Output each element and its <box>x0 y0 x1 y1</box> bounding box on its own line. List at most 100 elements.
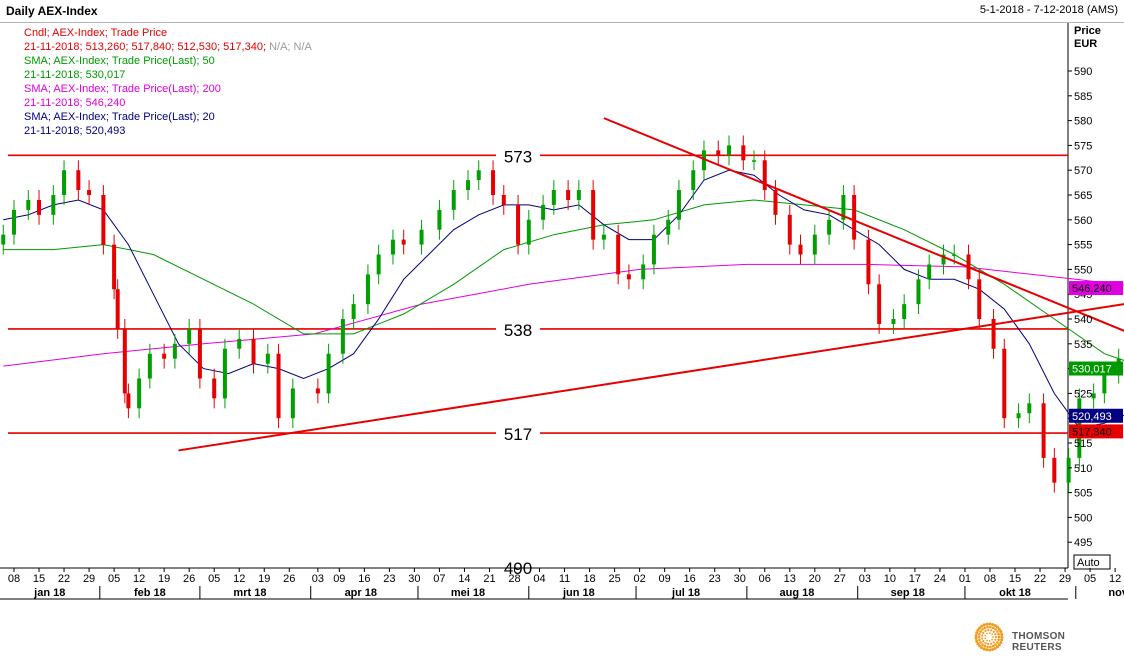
legend-line: 21-11-2018; 520,493 <box>24 125 125 137</box>
y-axis-title-price: Price <box>1074 25 1101 37</box>
legend-na: N/A; N/A <box>269 41 312 53</box>
candle-body <box>147 353 152 379</box>
sma-200-line <box>3 263 1124 367</box>
candle-body <box>76 170 81 191</box>
x-tick-label: 17 <box>909 573 921 585</box>
logo-dot <box>999 640 1003 645</box>
x-tick-label: 28 <box>508 573 520 585</box>
y-tick-label: 575 <box>1074 140 1092 152</box>
x-tick-label: 15 <box>1009 573 1021 585</box>
candle-body <box>866 239 871 285</box>
candle-body <box>891 319 896 324</box>
logo-dot <box>984 642 987 645</box>
x-tick-label: 03 <box>312 573 324 585</box>
legend-line: SMA; AEX-Index; Trade Price(Last); 50 <box>24 55 215 67</box>
logo-dot <box>994 638 997 641</box>
candle-body <box>827 219 832 235</box>
logo-dot <box>980 646 984 650</box>
date-range: 5-1-2018 - 7-12-2018 (AMS) <box>979 4 1118 16</box>
x-tick-label: 26 <box>183 573 195 585</box>
candle-body <box>762 160 767 191</box>
candle-body <box>641 264 646 280</box>
logo-dot <box>992 641 995 644</box>
logo-dot <box>993 646 997 651</box>
logo-dot <box>1000 638 1004 642</box>
y-tick-label: 510 <box>1074 463 1092 475</box>
candle-body <box>290 388 295 419</box>
candle-body <box>437 209 442 230</box>
x-tick-label: 08 <box>984 573 996 585</box>
candle-body <box>1052 457 1057 483</box>
x-tick-label: 23 <box>709 573 721 585</box>
candle-body <box>419 229 424 245</box>
sma-50-line <box>3 199 1124 361</box>
logo-dot <box>989 625 992 629</box>
value-tag <box>1069 408 1123 423</box>
logo-dot <box>997 635 1001 639</box>
y-tick-label: 500 <box>1074 512 1092 524</box>
candle-body <box>1002 348 1007 419</box>
logo-dot <box>991 633 993 636</box>
month-label: nov 18 <box>1108 587 1124 599</box>
y-tick-label: 590 <box>1074 66 1092 78</box>
candle-body <box>340 319 345 354</box>
logo-dot <box>981 628 984 631</box>
candle-body <box>365 274 370 305</box>
month-label: jul 18 <box>671 587 700 599</box>
month-label: sep 18 <box>891 587 925 599</box>
x-tick-label: 21 <box>483 573 495 585</box>
logo-dot <box>992 630 995 633</box>
logo-dot <box>994 628 997 631</box>
candle-body <box>727 145 731 156</box>
auto-scale-button <box>1073 554 1111 570</box>
x-tick-label: 07 <box>433 573 445 585</box>
y-tick-label: 515 <box>1074 438 1092 450</box>
thomson-reuters-logo: THOMSON REUTERS <box>974 622 1114 653</box>
candle-body <box>172 343 177 359</box>
y-tick-label: 560 <box>1074 215 1092 227</box>
month-label: feb 18 <box>134 587 166 599</box>
y-tick-label: 535 <box>1074 339 1092 351</box>
logo-dot <box>991 644 995 648</box>
price-chart[interactable]: 573 538 517 490 Cndl; AEX-Index; Trade Pric… <box>0 0 1124 620</box>
logo-dot <box>978 638 981 642</box>
candle-body <box>541 204 546 220</box>
x-tick-label: 16 <box>358 573 370 585</box>
y-axis-title-unit: EUR <box>1074 38 1097 50</box>
x-tick-label: 18 <box>583 573 595 585</box>
x-tick-label: 10 <box>884 573 896 585</box>
logo-dot <box>996 630 999 633</box>
x-tick-label: 06 <box>759 573 771 585</box>
y-tick-label: 565 <box>1074 190 1092 202</box>
x-tick-label: 29 <box>1059 573 1071 585</box>
candle-body <box>626 274 631 280</box>
candle-body <box>197 328 202 379</box>
x-tick-label: 20 <box>809 573 821 585</box>
y-tick-label: 540 <box>1074 314 1092 326</box>
candle-body <box>591 190 596 240</box>
candle-body <box>162 353 167 359</box>
logo-dot <box>988 648 992 652</box>
candle-body <box>1041 403 1046 458</box>
candle-body <box>927 264 932 280</box>
candle-body <box>87 190 92 195</box>
candle-body <box>51 195 56 215</box>
month-label: aug 18 <box>779 587 814 599</box>
candle-body <box>941 254 946 265</box>
x-tick-label: 25 <box>608 573 620 585</box>
logo-dot <box>994 635 998 639</box>
logo-dot <box>986 645 989 649</box>
candle-body <box>501 195 506 205</box>
logo-dot <box>976 642 980 646</box>
candle-body <box>326 353 331 394</box>
logo-dot <box>986 639 988 642</box>
logo-dot <box>984 634 987 637</box>
logo-dot <box>984 629 987 632</box>
legend-line: SMA; AEX-Index; Trade Price(Last); 20 <box>24 111 215 123</box>
month-label: mrt 18 <box>233 587 266 599</box>
x-tick-label: 09 <box>333 573 345 585</box>
candle-body <box>841 195 846 220</box>
candle-body <box>101 195 106 245</box>
logo-dot <box>987 642 990 646</box>
month-label: mei 18 <box>451 587 485 599</box>
